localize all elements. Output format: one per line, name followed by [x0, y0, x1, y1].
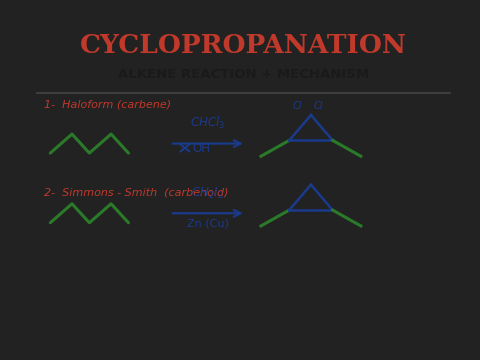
- Text: 1-  Haloform (carbene): 1- Haloform (carbene): [44, 99, 171, 109]
- Text: ALKENE REACTION + MECHANISM: ALKENE REACTION + MECHANISM: [118, 68, 369, 81]
- Text: Zn (Cu): Zn (Cu): [187, 219, 228, 229]
- Text: 2-  Simmons - Smith  (carbenoid): 2- Simmons - Smith (carbenoid): [44, 188, 228, 198]
- Text: Cl: Cl: [313, 101, 323, 111]
- Text: CYCLOPROPANATION: CYCLOPROPANATION: [80, 33, 407, 58]
- Text: $CHCl_3$: $CHCl_3$: [190, 115, 225, 131]
- Text: OH: OH: [192, 142, 210, 155]
- Text: $CH_2I_2$: $CH_2I_2$: [192, 185, 224, 201]
- Text: Cl: Cl: [293, 101, 302, 111]
